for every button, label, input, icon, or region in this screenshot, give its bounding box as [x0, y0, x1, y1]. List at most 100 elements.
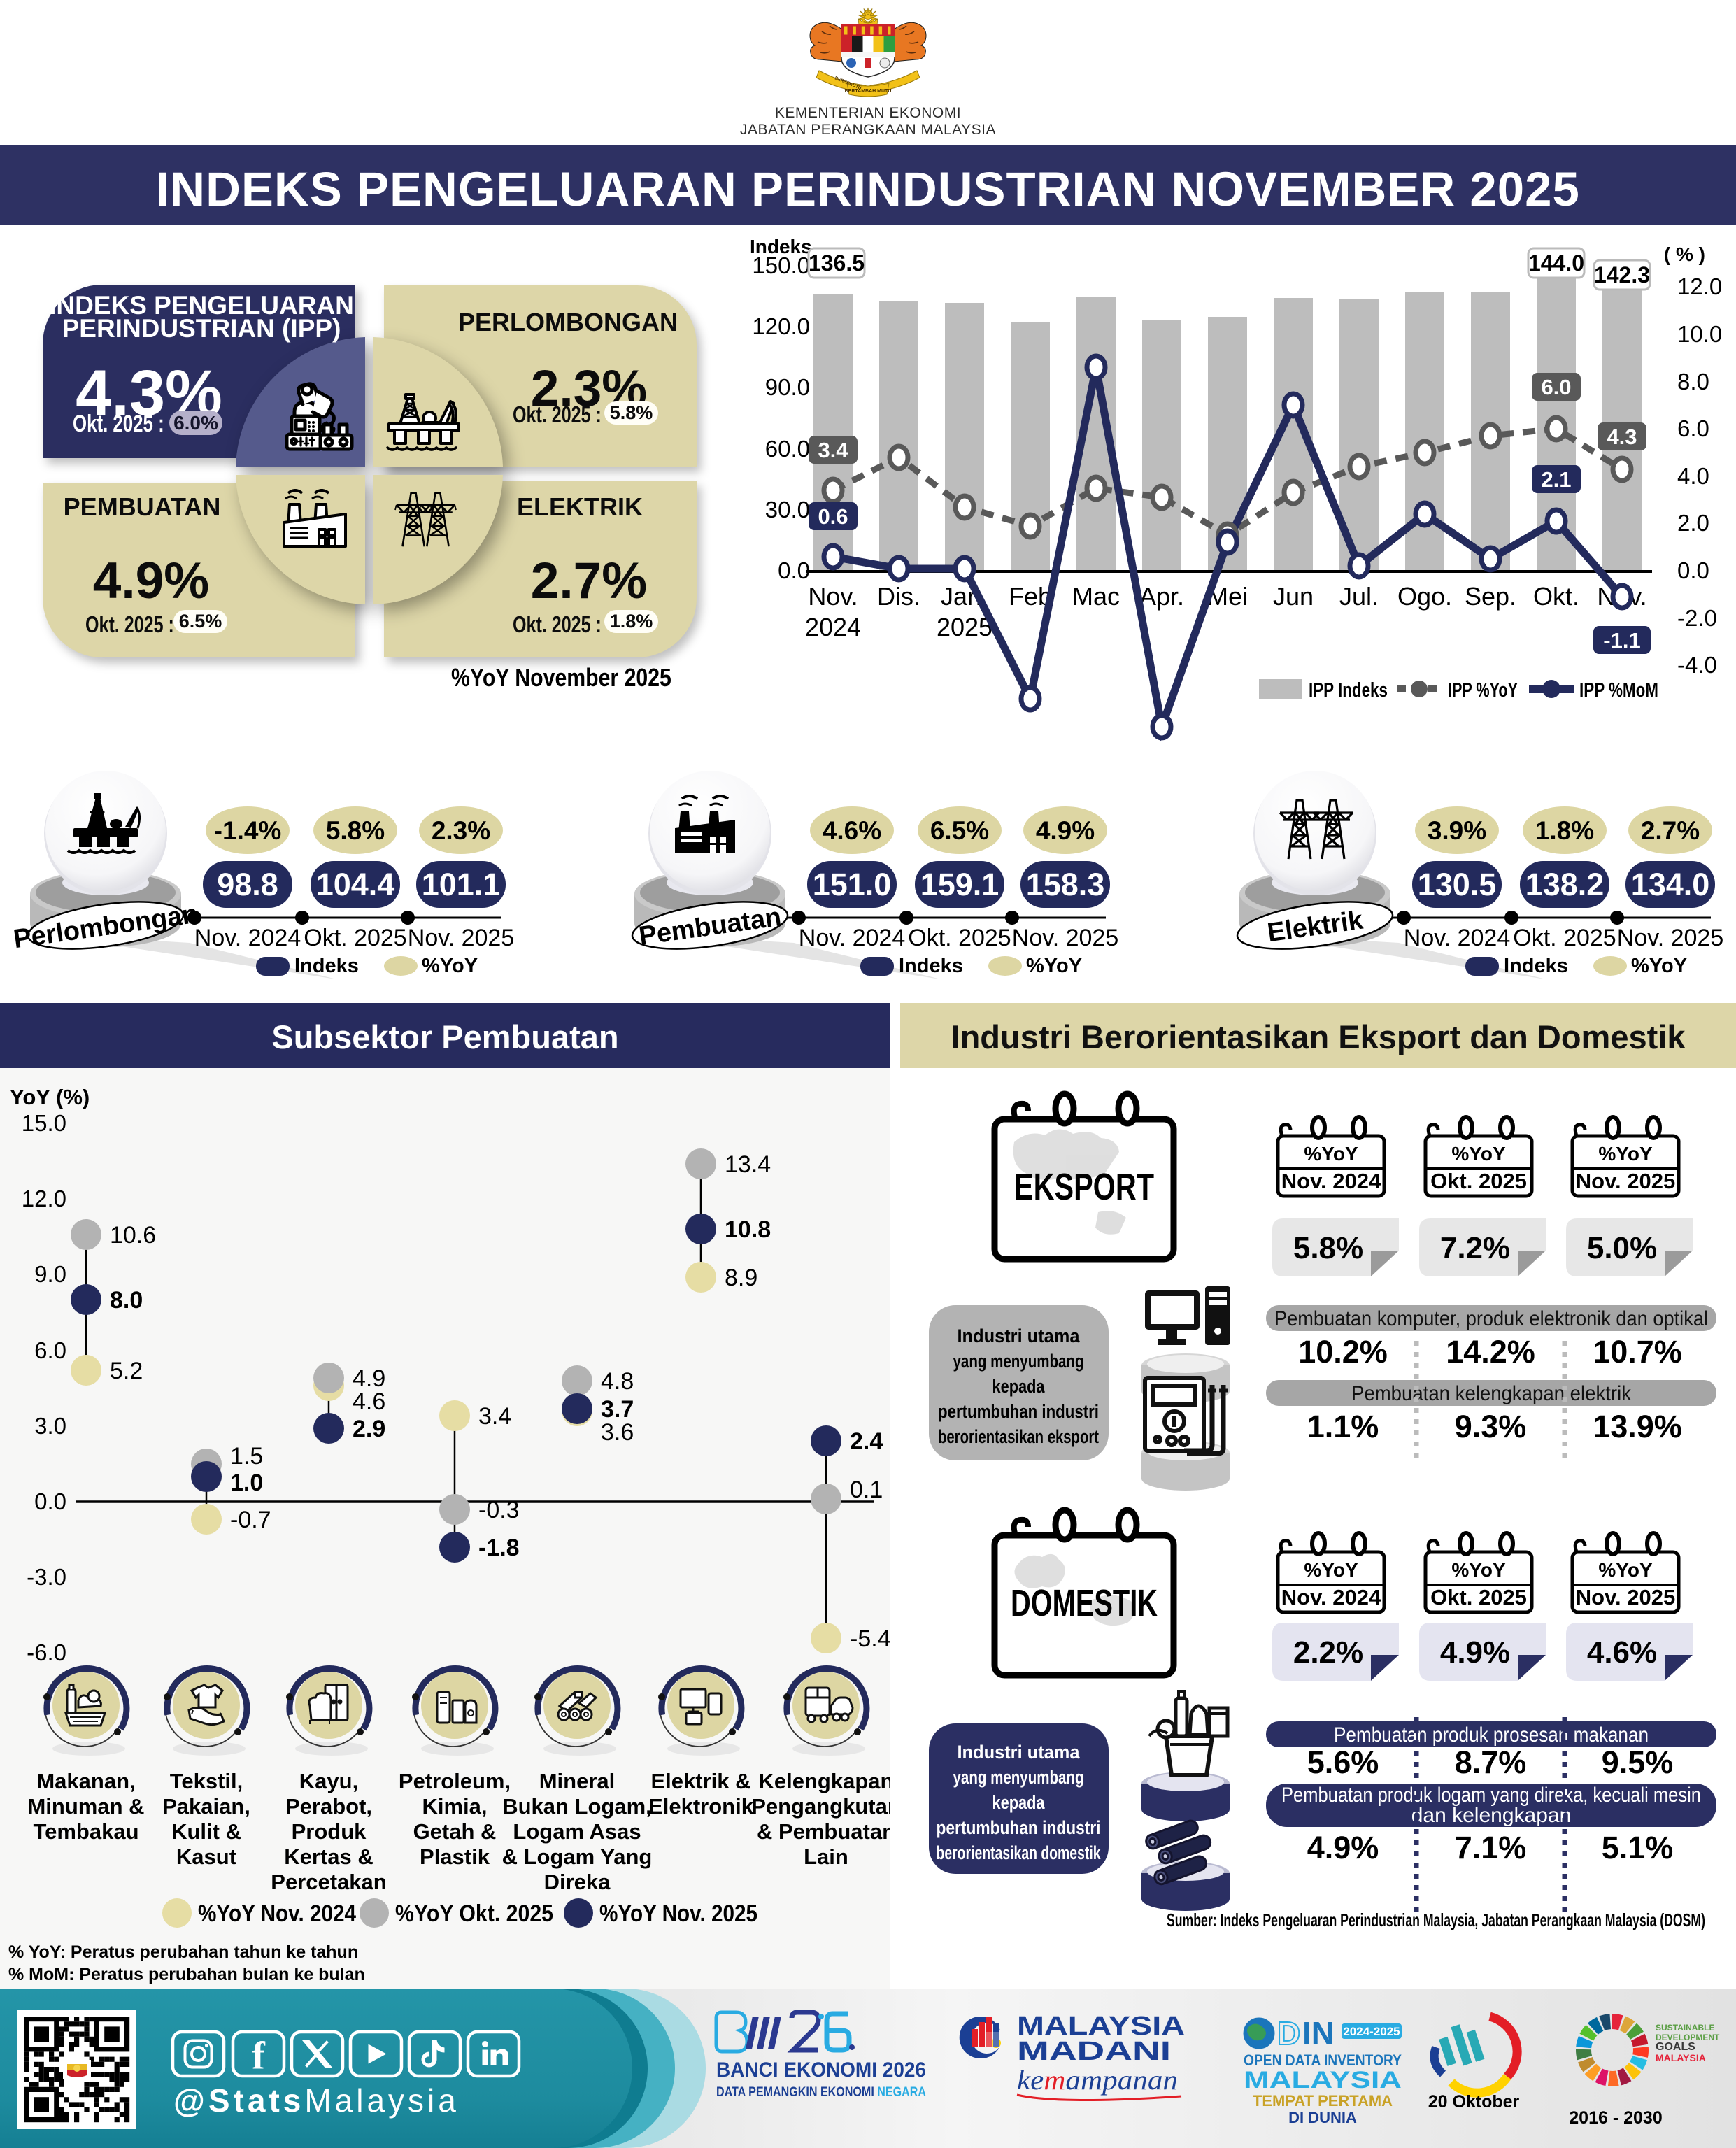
svg-text:OPEN DATA INVENTORY: OPEN DATA INVENTORY: [1244, 2051, 1402, 2069]
svg-text:60.0: 60.0: [765, 436, 810, 462]
svg-text:Pembuatan produk prosesan maka: Pembuatan produk prosesan makanan: [1334, 1723, 1649, 1747]
svg-text:3.9%: 3.9%: [1428, 816, 1486, 845]
svg-text:Nov. 2025: Nov. 2025: [1012, 925, 1118, 951]
svg-text:Kelengkapan: Kelengkapan: [759, 1769, 890, 1793]
svg-text:5.8%: 5.8%: [326, 816, 385, 845]
svg-text:2.1: 2.1: [1541, 467, 1571, 492]
svg-text:Okt. 2025: Okt. 2025: [1430, 1169, 1527, 1193]
svg-text:Perabot,: Perabot,: [285, 1794, 372, 1819]
svg-text:6.0: 6.0: [1677, 415, 1709, 441]
svg-text:Indeks: Indeks: [899, 955, 963, 977]
svg-text:4.9%: 4.9%: [1307, 1830, 1379, 1865]
svg-text:TEMPAT PERTAMA: TEMPAT PERTAMA: [1253, 2092, 1393, 2110]
svg-text:Pembuatan komputer, produk ele: Pembuatan komputer, produk elektronik da…: [1274, 1307, 1708, 1330]
svg-text:& Pembuatan: & Pembuatan: [757, 1819, 890, 1844]
svg-text:Okt. 2025: Okt. 2025: [304, 925, 406, 951]
svg-text:kemampanan: kemampanan: [1017, 2064, 1178, 2096]
svg-text:4.8: 4.8: [601, 1368, 634, 1395]
svg-text:5.8%: 5.8%: [1293, 1231, 1363, 1265]
svg-text:Direka: Direka: [544, 1870, 611, 1894]
svg-text:Feb: Feb: [1009, 582, 1052, 611]
svg-text:Mac: Mac: [1072, 582, 1120, 611]
svg-text:MALAYSIA: MALAYSIA: [1244, 2067, 1402, 2093]
svg-text:8.0: 8.0: [110, 1287, 143, 1314]
svg-text:101.1: 101.1: [422, 867, 501, 902]
svg-text:%YoY Nov. 2024: %YoY Nov. 2024: [198, 1900, 356, 1927]
svg-text:Jun: Jun: [1273, 582, 1314, 611]
svg-text:-4.0: -4.0: [1677, 652, 1717, 678]
svg-text:BANCI EKONOMI 2026: BANCI EKONOMI 2026: [716, 2058, 926, 2082]
svg-text:2024-2025: 2024-2025: [1343, 2025, 1400, 2038]
svg-text:0.0: 0.0: [34, 1488, 66, 1514]
svg-text:2.7%: 2.7%: [1641, 816, 1700, 845]
svg-text:159.1: 159.1: [920, 867, 999, 902]
svg-text:0.0: 0.0: [778, 557, 810, 583]
svg-text:pertumbuhan industri: pertumbuhan industri: [938, 1401, 1099, 1422]
svg-text:kepada: kepada: [992, 1792, 1046, 1813]
svg-text:Okt.: Okt.: [1533, 582, 1579, 611]
svg-text:kepada: kepada: [992, 1376, 1046, 1397]
svg-text:Pengangkutan: Pengangkutan: [751, 1794, 890, 1819]
svg-text:Percetakan: Percetakan: [271, 1870, 386, 1894]
svg-text:Nov. 2025: Nov. 2025: [408, 925, 514, 951]
svg-text:% MoM: Peratus perubahan bulan: % MoM: Peratus perubahan bulan ke bulan: [8, 1965, 365, 1984]
svg-text:1.1%: 1.1%: [1307, 1409, 1379, 1444]
svg-text:98.8: 98.8: [217, 867, 278, 902]
svg-text:Nov. 2024: Nov. 2024: [1281, 1169, 1381, 1193]
svg-text:12.0: 12.0: [22, 1186, 66, 1211]
svg-text:4.6: 4.6: [353, 1388, 385, 1415]
svg-text:DOMESTIK: DOMESTIK: [1011, 1582, 1158, 1624]
svg-text:5.1%: 5.1%: [1602, 1830, 1674, 1865]
svg-text:%YoY Nov. 2025: %YoY Nov. 2025: [599, 1900, 757, 1927]
svg-text:2024: 2024: [805, 613, 861, 641]
svg-text:5.2: 5.2: [110, 1358, 143, 1384]
svg-text:%YoY: %YoY: [1304, 1143, 1358, 1165]
svg-text:1.0: 1.0: [230, 1470, 263, 1496]
svg-text:-0.3: -0.3: [478, 1497, 520, 1523]
svg-text:13.9%: 13.9%: [1593, 1409, 1682, 1444]
svg-text:9.3%: 9.3%: [1455, 1409, 1527, 1444]
svg-text:2.2%: 2.2%: [1293, 1635, 1363, 1670]
svg-text:pertumbuhan industri: pertumbuhan industri: [937, 1817, 1101, 1838]
svg-text:EKSPORT: EKSPORT: [1014, 1166, 1154, 1208]
svg-text:SUSTAINABLE: SUSTAINABLE: [1656, 2023, 1714, 2033]
svg-text:14.2%: 14.2%: [1446, 1334, 1535, 1370]
svg-text:Industri utama: Industri utama: [958, 1325, 1081, 1346]
svg-text:4.9%: 4.9%: [1036, 816, 1095, 845]
svg-text:30.0: 30.0: [765, 497, 810, 522]
svg-text:D: D: [1277, 2015, 1300, 2051]
svg-text:Okt. 2025: Okt. 2025: [908, 925, 1011, 951]
svg-text:-3.0: -3.0: [27, 1564, 66, 1590]
svg-text:Tekstil,: Tekstil,: [170, 1769, 243, 1793]
svg-text:2.4: 2.4: [850, 1428, 883, 1455]
svg-text:90.0: 90.0: [765, 374, 810, 400]
svg-text:6.0: 6.0: [1541, 375, 1571, 399]
svg-text:Indeks: Indeks: [1504, 955, 1568, 977]
svg-text:( % ): ( % ): [1664, 243, 1705, 265]
svg-text:4.9%: 4.9%: [1440, 1635, 1510, 1670]
svg-text:8.0: 8.0: [1677, 369, 1709, 394]
svg-text:158.3: 158.3: [1026, 867, 1105, 902]
svg-text:10.2%: 10.2%: [1298, 1334, 1388, 1370]
svg-text:dan kelengkapan: dan kelengkapan: [1411, 1804, 1572, 1827]
svg-text:15.0: 15.0: [22, 1110, 66, 1136]
svg-text:IPP %MoM: IPP %MoM: [1579, 679, 1658, 702]
svg-text:150.0: 150.0: [752, 253, 810, 278]
svg-text:1.5: 1.5: [230, 1443, 263, 1470]
svg-text:%YoY Okt. 2025: %YoY Okt. 2025: [395, 1900, 553, 1927]
svg-text:MADANI: MADANI: [1017, 2037, 1171, 2066]
svg-text:4.6%: 4.6%: [1587, 1635, 1657, 1670]
svg-text:Sumber: Indeks Pengeluaran Per: Sumber: Indeks Pengeluaran Perindustrian…: [1167, 1909, 1705, 1930]
svg-text:6.0: 6.0: [34, 1337, 66, 1363]
svg-text:Pembuatan produk logam yang di: Pembuatan produk logam yang direka, kecu…: [1281, 1784, 1701, 1807]
svg-text:3.6: 3.6: [601, 1419, 634, 1446]
svg-text:Kayu,: Kayu,: [299, 1769, 358, 1793]
svg-text:IPP Indeks: IPP Indeks: [1309, 679, 1388, 702]
svg-text:5.6%: 5.6%: [1307, 1744, 1379, 1780]
svg-text:IPP %YoY: IPP %YoY: [1448, 679, 1518, 702]
svg-text:Okt. 2025: Okt. 2025: [1513, 925, 1616, 951]
svg-text:151.0: 151.0: [813, 867, 892, 902]
svg-text:Nov. 2024: Nov. 2024: [1281, 1585, 1381, 1609]
svg-text:Plastik: Plastik: [420, 1844, 490, 1869]
svg-text:YoY (%): YoY (%): [10, 1085, 90, 1109]
